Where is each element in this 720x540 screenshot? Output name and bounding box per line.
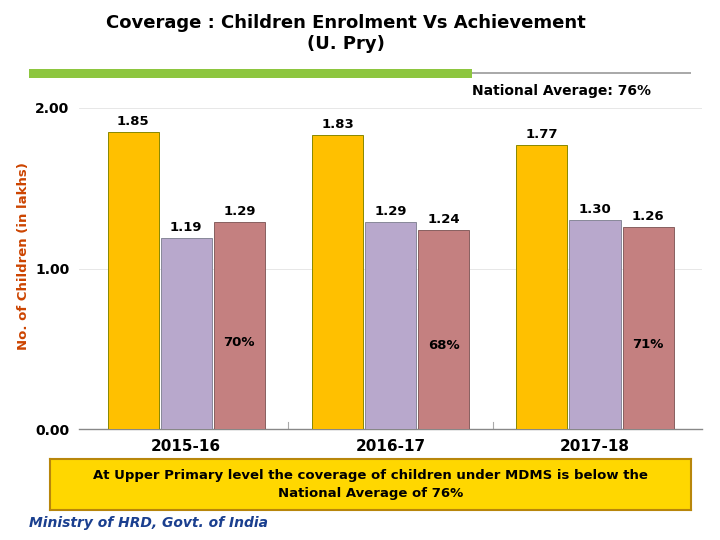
Bar bbox=[312, 135, 363, 429]
Text: National Average: 76%: National Average: 76% bbox=[472, 84, 651, 98]
Text: 1.24: 1.24 bbox=[428, 213, 460, 226]
Bar bbox=[161, 238, 212, 429]
Y-axis label: No. of Children (in lakhs): No. of Children (in lakhs) bbox=[17, 163, 30, 350]
Bar bbox=[365, 222, 416, 429]
Text: At Upper Primary level the coverage of children under MDMS is below the
National: At Upper Primary level the coverage of c… bbox=[94, 469, 648, 500]
Text: Ministry of HRD, Govt. of India: Ministry of HRD, Govt. of India bbox=[29, 516, 268, 530]
Text: 1.30: 1.30 bbox=[579, 204, 611, 217]
Text: 68%: 68% bbox=[428, 339, 459, 352]
Bar bbox=[214, 222, 265, 429]
Bar bbox=[570, 220, 621, 429]
Legend: Enrolment, PAB Approval, Achievement Against Enrolment: Enrolment, PAB Approval, Achievement Aga… bbox=[171, 464, 610, 491]
Text: 1.19: 1.19 bbox=[170, 221, 202, 234]
Text: 1.83: 1.83 bbox=[321, 118, 354, 131]
Bar bbox=[516, 145, 567, 429]
Text: 71%: 71% bbox=[632, 338, 664, 351]
Bar bbox=[623, 227, 674, 429]
Bar bbox=[418, 230, 469, 429]
Bar bbox=[107, 132, 158, 429]
Text: 1.29: 1.29 bbox=[223, 205, 256, 218]
Text: Coverage : Children Enrolment Vs Achievement: Coverage : Children Enrolment Vs Achieve… bbox=[106, 14, 585, 31]
Text: 1.26: 1.26 bbox=[632, 210, 665, 222]
Text: 1.85: 1.85 bbox=[117, 115, 149, 128]
Text: 1.77: 1.77 bbox=[526, 128, 558, 141]
Text: 70%: 70% bbox=[224, 336, 255, 349]
Text: 1.29: 1.29 bbox=[374, 205, 407, 218]
Text: (U. Pry): (U. Pry) bbox=[307, 35, 384, 53]
